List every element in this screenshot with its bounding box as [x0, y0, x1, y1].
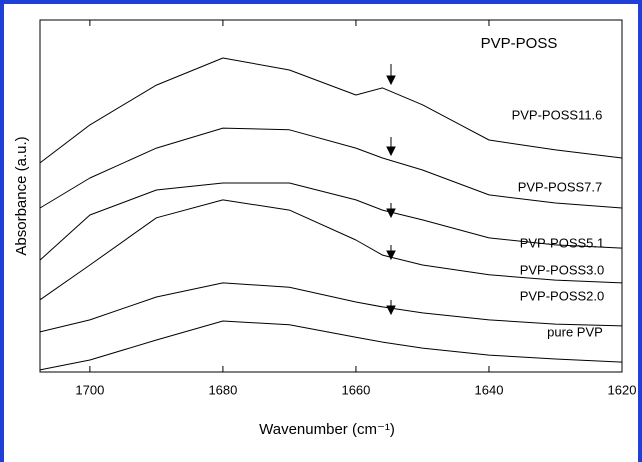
series-label: pure PVP — [547, 324, 603, 339]
arrow-head — [386, 75, 396, 86]
x-tick-label: 1700 — [75, 382, 104, 397]
x-tick-label: 1660 — [341, 382, 370, 397]
series-line — [39, 320, 623, 371]
y-axis-title: Absorbance (a.u.) — [13, 136, 30, 255]
series-line — [39, 57, 623, 164]
arrow-head — [386, 250, 396, 261]
chart-title: PVP-POSS — [481, 35, 558, 52]
series-line — [39, 182, 623, 261]
plot-area — [39, 19, 623, 373]
series-line — [39, 199, 623, 301]
x-tick-label: 1680 — [208, 382, 237, 397]
series-line — [39, 282, 623, 333]
x-tick-label: 1620 — [608, 382, 637, 397]
series-label: PVP-POSS11.6 — [512, 107, 603, 122]
x-tick-label: 1640 — [475, 382, 504, 397]
series-label: PVP-POSS2.0 — [520, 288, 605, 303]
series-label: PVP-POSS3.0 — [520, 262, 605, 277]
arrows — [386, 64, 396, 316]
series-label: PVP-POSS7.7 — [518, 179, 603, 194]
arrow-head — [386, 146, 396, 157]
arrow-head — [386, 305, 396, 316]
x-axis-title: Wavenumber (cm⁻¹) — [259, 421, 395, 438]
series-line — [39, 127, 623, 209]
